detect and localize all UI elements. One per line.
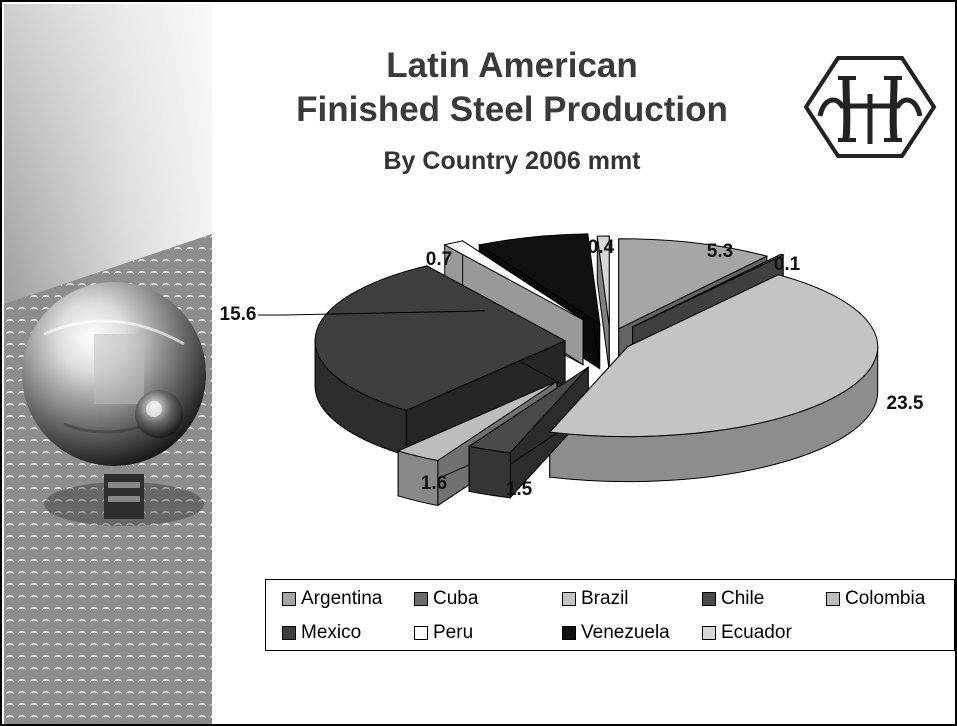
legend-swatch-argentina	[282, 592, 296, 606]
data-label-argentina: 5.3	[707, 241, 733, 262]
chart-subtitle: By Country 2006 mmt	[383, 147, 641, 175]
data-label-brazil: 23.5	[887, 393, 924, 414]
legend-swatch-peru	[414, 626, 428, 640]
legend-label: Mexico	[301, 622, 362, 643]
legend-item-colombia: Colombia	[826, 588, 925, 610]
decorative-sphere-photo	[4, 4, 212, 724]
legend-item-peru: Peru	[414, 622, 473, 644]
pie-slice-mexico	[314, 265, 567, 411]
pie-slice-tops	[314, 233, 879, 462]
legend-label: Cuba	[433, 588, 479, 609]
legend-item-mexico: Mexico	[282, 622, 361, 644]
legend-item-chile: Chile	[702, 588, 764, 610]
legend-label: Peru	[433, 622, 474, 643]
legend-swatch-chile	[702, 592, 716, 606]
legend-swatch-colombia	[826, 592, 840, 606]
pie-slice-peru	[443, 240, 584, 321]
pie-slice-brazil	[548, 274, 879, 438]
legend-swatch-venezuela	[562, 626, 576, 640]
legend-swatch-cuba	[414, 592, 428, 606]
legend-label: Brazil	[581, 588, 629, 609]
pie-slice-colombia	[396, 380, 558, 462]
legend-item-cuba: Cuba	[414, 588, 478, 610]
pie-slice-cuba	[632, 253, 785, 328]
chart-title-line-2: Finished Steel Production	[296, 90, 728, 129]
chart-legend: Argentina Cuba Brazil Chile Colombia Mexico Pe…	[265, 579, 955, 651]
legend-label: Chile	[721, 588, 765, 609]
pie-slice-chile	[467, 366, 589, 454]
legend-swatch-brazil	[562, 592, 576, 606]
data-labels: 5.3 0.1 23.5 1.5 1.6 15.6 0.7 3.8 0.4	[220, 237, 924, 500]
hexagon-monogram-icon	[803, 56, 937, 158]
legend-swatch-mexico	[282, 626, 296, 640]
pie-slice-argentina	[618, 238, 769, 330]
data-label-cuba: 0.1	[774, 254, 801, 275]
legend-swatch-ecuador	[702, 626, 716, 640]
legend-item-ecuador: Ecuador	[702, 622, 792, 644]
legend-item-brazil: Brazil	[562, 588, 629, 610]
pie-slice-venezuela	[477, 233, 601, 325]
data-label-ecuador: 0.4	[588, 237, 615, 258]
data-label-venezuela: 3.8	[506, 241, 532, 262]
data-label-chile: 1.5	[506, 479, 533, 500]
legend-label: Colombia	[845, 588, 926, 609]
data-label-mexico: 15.6	[220, 304, 257, 325]
leader-line-mexico	[258, 310, 486, 316]
pie-slice-ecuador	[596, 235, 610, 327]
data-label-colombia: 1.6	[421, 473, 447, 494]
legend-item-venezuela: Venezuela	[562, 622, 670, 644]
legend-label: Ecuador	[721, 622, 792, 643]
chart-title-line-1: Latin American	[386, 46, 638, 85]
legend-label: Argentina	[301, 588, 383, 609]
data-label-peru: 0.7	[426, 249, 452, 270]
legend-label: Venezuela	[581, 622, 670, 643]
legend-item-argentina: Argentina	[282, 588, 382, 610]
